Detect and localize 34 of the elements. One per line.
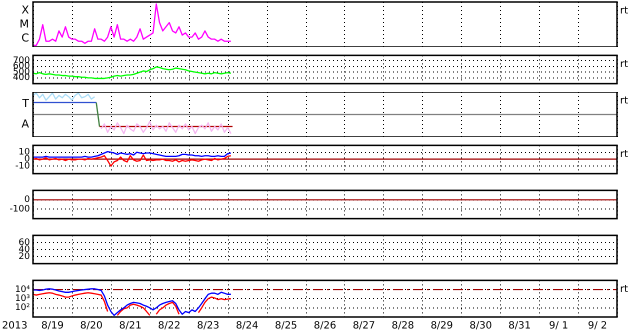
- x-tick-label: 8/20: [80, 320, 103, 332]
- y-tick-label: 10²: [14, 303, 30, 314]
- x-tick-label: 8/27: [352, 320, 376, 332]
- x-tick-label: 8/29: [430, 320, 454, 332]
- x-tick-label: 8/22: [158, 320, 180, 332]
- text: M: [20, 17, 29, 30]
- x-tick-label: 8/19: [41, 320, 64, 332]
- x-tick-label: 9/ 2: [588, 320, 608, 332]
- x-tick-label: 8/28: [392, 320, 414, 332]
- text: C: [21, 31, 30, 44]
- text: rt: [620, 148, 628, 160]
- y-tick-label: 400: [12, 73, 30, 84]
- y-tick-label: -100: [10, 204, 30, 215]
- x-tick-label: 8/25: [274, 320, 298, 332]
- y-tick-label: -10: [15, 161, 30, 172]
- y-tick-label: 10³: [14, 294, 30, 304]
- x-tick-label: 8/21: [119, 320, 142, 332]
- x-tick-label: 8/23: [196, 320, 220, 332]
- x-tick-label: 8/26: [314, 320, 336, 332]
- text: X: [21, 3, 30, 16]
- text: rt: [620, 6, 628, 17]
- x-axis-title: 2013: [2, 320, 28, 332]
- text: T: [21, 97, 30, 110]
- x-tick-label: 8/30: [470, 320, 492, 332]
- text: rt: [620, 96, 628, 107]
- y-tick-label: 20: [18, 252, 30, 262]
- text: A: [21, 118, 30, 131]
- text: rt: [620, 58, 628, 70]
- y-tick-label: 0: [24, 195, 30, 206]
- x-tick-label: 9/ 1: [548, 320, 568, 332]
- x-tick-label: 8/31: [508, 320, 531, 332]
- x-tick-label: 8/24: [236, 320, 258, 332]
- y-tick-label: 10⁴: [14, 284, 30, 295]
- text: rt: [620, 284, 628, 295]
